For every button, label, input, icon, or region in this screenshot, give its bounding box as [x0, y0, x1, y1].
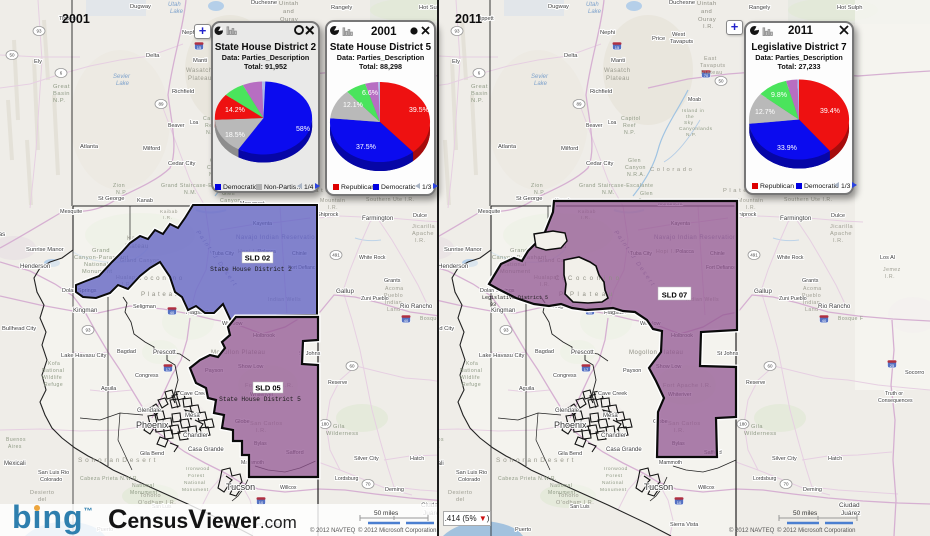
svg-text:Legislative District 5: Legislative District 5 — [482, 295, 548, 301]
svg-text:P l a t e a u: P l a t e a u — [570, 292, 613, 298]
svg-text:9.8%: 9.8% — [771, 92, 787, 99]
svg-text:SLD 05: SLD 05 — [255, 384, 280, 393]
svg-text:12.7%: 12.7% — [755, 109, 775, 116]
svg-text:18.5%: 18.5% — [225, 132, 245, 139]
svg-text:© 2012 Microsoft Corporation: © 2012 Microsoft Corporation — [358, 527, 436, 534]
svg-text:State House District 2: State House District 2 — [210, 266, 292, 273]
svg-text:6.6%: 6.6% — [362, 90, 378, 97]
svg-text:50 miles: 50 miles — [793, 510, 818, 517]
svg-text:58%: 58% — [296, 126, 310, 133]
svg-text:SLD 02: SLD 02 — [245, 254, 270, 263]
svg-text:93: 93 — [490, 302, 496, 308]
svg-text:State House District 5: State House District 5 — [219, 396, 301, 403]
svg-text:33.9%: 33.9% — [777, 145, 797, 152]
svg-text:12.1%: 12.1% — [343, 102, 363, 109]
svg-text:© 2012 NAVTEQ: © 2012 NAVTEQ — [729, 527, 775, 534]
svg-text:39.4%: 39.4% — [820, 108, 840, 115]
svg-text:SLD 07: SLD 07 — [662, 291, 687, 300]
svg-text:14.2%: 14.2% — [225, 107, 245, 114]
svg-text:© 2012 Microsoft Corporation: © 2012 Microsoft Corporation — [777, 527, 855, 534]
svg-text:© 2012 NAVTEQ: © 2012 NAVTEQ — [310, 527, 356, 534]
svg-text:39.5%: 39.5% — [409, 107, 429, 114]
svg-text:37.5%: 37.5% — [356, 144, 376, 151]
svg-text:50 miles: 50 miles — [374, 510, 399, 517]
svg-text:C o c o n i n o: C o c o n i n o — [568, 276, 620, 282]
